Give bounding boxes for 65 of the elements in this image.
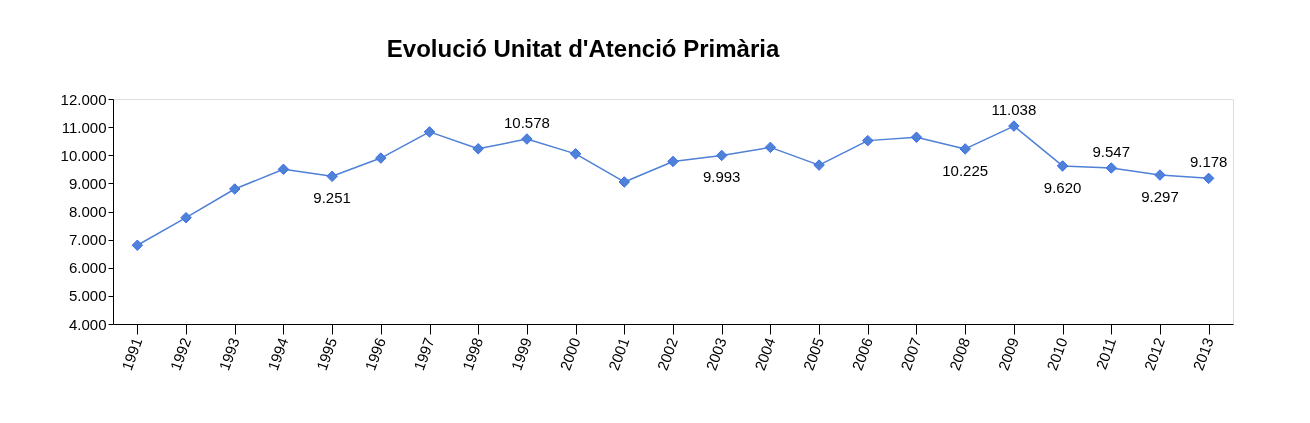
point	[1154, 169, 1166, 181]
point	[1105, 162, 1117, 174]
data-label: 9.178	[1189, 153, 1228, 171]
data-label: 9.547	[1092, 142, 1131, 160]
data-label: 10.225	[942, 161, 989, 179]
point	[1202, 172, 1215, 185]
point	[326, 170, 338, 183]
y-tick-label: 8.000	[68, 203, 107, 220]
point	[1008, 120, 1020, 132]
x-tick-label: 1995	[312, 335, 341, 373]
y-tick-label: 11.000	[61, 118, 107, 136]
x-tick-label: 2004	[751, 335, 779, 373]
point	[375, 152, 387, 164]
point	[862, 134, 874, 147]
data-label: 10.578	[503, 113, 550, 131]
point	[131, 239, 144, 251]
x-tick-label: 1996	[361, 335, 389, 373]
point	[813, 159, 825, 171]
x-tick-label: 2009	[994, 335, 1022, 373]
y-tick-label: 4.000	[68, 315, 107, 333]
point	[423, 126, 436, 138]
point	[277, 163, 290, 176]
x-tick-label: 2008	[945, 335, 974, 373]
point	[667, 155, 679, 168]
y-tick-label: 12.000	[60, 90, 107, 108]
x-tick-label: 1993	[215, 335, 243, 373]
y-tick-label: 9.000	[68, 174, 107, 192]
x-tick-label: 2006	[848, 335, 876, 373]
point	[569, 148, 582, 160]
point	[910, 131, 923, 143]
x-tick-label: 2001	[604, 335, 633, 373]
x-tick-label: 2007	[897, 335, 925, 373]
point	[715, 149, 728, 162]
chart-title: Evolució Unitat d'Atenció Primària	[386, 35, 780, 62]
x-tick-label: 2003	[702, 335, 730, 373]
y-tick-label: 6.000	[68, 259, 107, 277]
point	[764, 141, 777, 154]
x-tick-label: 1992	[166, 335, 195, 373]
x-tick-label: 1994	[264, 335, 292, 373]
y-tick-label: 10.000	[60, 146, 107, 164]
point	[521, 133, 533, 145]
data-label: 11.038	[991, 101, 1037, 119]
y-tick-label: 5.000	[68, 287, 107, 305]
data-label: 9.993	[702, 168, 741, 186]
x-tick-label: 2005	[799, 335, 828, 373]
point	[1056, 160, 1069, 172]
y-tick-label: 7.000	[68, 231, 107, 249]
data-label: 9.297	[1141, 188, 1179, 206]
point	[229, 183, 241, 195]
x-tick-label: 1997	[410, 335, 438, 373]
data-label: 9.251	[313, 189, 351, 207]
x-tick-label: 1999	[507, 335, 535, 373]
x-tick-label: 2012	[1140, 335, 1168, 373]
point	[618, 176, 631, 188]
point	[959, 143, 971, 155]
point	[472, 143, 484, 155]
x-tick-label: 2002	[653, 335, 682, 373]
x-tick-label: 2011	[1092, 335, 1120, 372]
x-tick-label: 1991	[117, 335, 146, 373]
x-tick-label: 2013	[1189, 335, 1217, 373]
x-tick-label: 2000	[556, 335, 584, 373]
point	[180, 211, 192, 224]
data-label: 9.620	[1043, 178, 1082, 196]
x-tick-label: 1998	[458, 335, 487, 373]
x-tick-label: 2010	[1043, 335, 1071, 373]
